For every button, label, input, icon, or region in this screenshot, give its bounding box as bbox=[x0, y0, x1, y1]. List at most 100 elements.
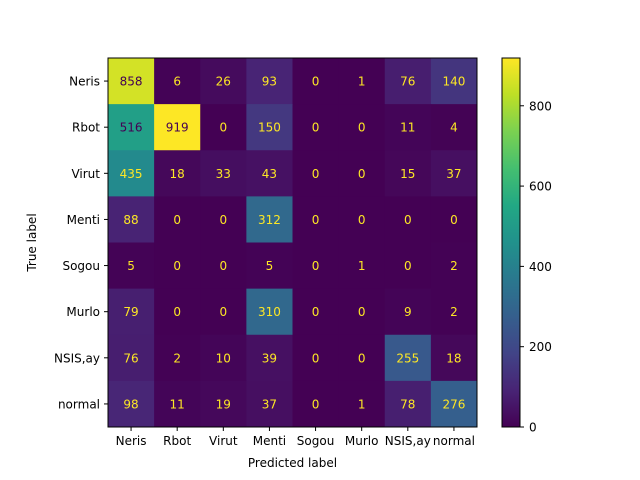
cell-value-label: 0 bbox=[358, 121, 366, 135]
y-tick-label: Rbot bbox=[72, 121, 100, 135]
heatmap-cell bbox=[338, 196, 386, 243]
heatmap-cell bbox=[384, 334, 432, 382]
x-tick-label: Rbot bbox=[163, 434, 191, 448]
heatmap-cell bbox=[154, 242, 201, 290]
heatmap-cell bbox=[108, 196, 155, 243]
x-tick-label: Sogou bbox=[297, 434, 335, 448]
x-tick-label: Murlo bbox=[345, 434, 379, 448]
cell-value-label: 39 bbox=[262, 351, 277, 365]
cell-value-label: 255 bbox=[396, 351, 419, 365]
cell-value-label: 18 bbox=[446, 351, 461, 365]
heatmap-cell bbox=[292, 196, 340, 243]
cell-value-label: 6 bbox=[173, 75, 181, 89]
heatmap-cell bbox=[430, 104, 478, 151]
cell-value-label: 0 bbox=[358, 213, 366, 227]
colorbar-gradient bbox=[501, 57, 521, 428]
cell-value-label: 276 bbox=[442, 397, 465, 411]
cell-value-label: 0 bbox=[312, 259, 320, 273]
heatmap-cell bbox=[246, 104, 293, 151]
heatmap-cell bbox=[154, 288, 201, 336]
cell-value-label: 5 bbox=[266, 259, 274, 273]
cell-value-label: 0 bbox=[404, 259, 412, 273]
heatmap-cell bbox=[246, 334, 293, 382]
cell-value-label: 0 bbox=[358, 351, 366, 365]
y-tick-label: NSIS,ay bbox=[54, 351, 100, 365]
cell-value-label: 0 bbox=[219, 121, 227, 135]
heatmap-cell bbox=[108, 334, 155, 382]
heatmap-cell bbox=[108, 380, 155, 428]
cell-value-label: 0 bbox=[219, 259, 227, 273]
cell-value-label: 0 bbox=[312, 351, 320, 365]
cell-value-label: 2 bbox=[173, 351, 181, 365]
cell-value-label: 0 bbox=[450, 213, 458, 227]
cell-value-label: 150 bbox=[258, 121, 281, 135]
cell-value-label: 0 bbox=[312, 121, 320, 135]
cell-value-label: 10 bbox=[216, 351, 231, 365]
cell-value-label: 0 bbox=[312, 167, 320, 181]
heatmap-cell bbox=[292, 58, 340, 105]
colorbar-tick-label: 200 bbox=[529, 340, 552, 354]
cell-value-label: 19 bbox=[216, 397, 231, 411]
y-tick-label: normal bbox=[58, 397, 100, 411]
heatmap-cell bbox=[384, 58, 432, 105]
heatmap-cell bbox=[154, 150, 201, 197]
heatmap-cell bbox=[292, 150, 340, 197]
cell-value-label: 88 bbox=[123, 213, 138, 227]
heatmap-cell bbox=[200, 150, 247, 197]
cell-value-label: 11 bbox=[400, 121, 415, 135]
heatmap-cell bbox=[430, 380, 478, 428]
x-tick-label: NSIS,ay bbox=[385, 434, 431, 448]
heatmap-cell bbox=[246, 380, 293, 428]
x-axis-label: Predicted label bbox=[248, 456, 337, 470]
cell-value-label: 435 bbox=[120, 167, 143, 181]
heatmap-cell bbox=[200, 196, 247, 243]
y-tick-label: Murlo bbox=[66, 305, 100, 319]
cell-value-label: 0 bbox=[358, 167, 366, 181]
cell-value-label: 0 bbox=[312, 213, 320, 227]
heatmap-cells bbox=[108, 58, 478, 428]
heatmap-cell bbox=[430, 288, 478, 336]
heatmap-cell bbox=[292, 380, 340, 428]
cell-value-label: 1 bbox=[358, 75, 366, 89]
cell-value-label: 33 bbox=[216, 167, 231, 181]
cell-value-label: 310 bbox=[258, 305, 281, 319]
colorbar: 0 200 400 600 800 bbox=[501, 57, 552, 435]
heatmap-cell bbox=[200, 380, 247, 428]
cell-value-label: 1 bbox=[358, 397, 366, 411]
heatmap-cell bbox=[338, 334, 386, 382]
cell-value-label: 11 bbox=[170, 397, 185, 411]
cell-value-label: 0 bbox=[312, 305, 320, 319]
heatmap-cell bbox=[384, 104, 432, 151]
cell-value-label: 26 bbox=[216, 75, 231, 89]
heatmap-cell bbox=[200, 334, 247, 382]
heatmap-cell bbox=[246, 150, 293, 197]
heatmap-cell bbox=[292, 104, 340, 151]
cell-value-label: 0 bbox=[312, 397, 320, 411]
cell-value-label: 1 bbox=[358, 259, 366, 273]
heatmap-cell bbox=[200, 58, 247, 105]
colorbar-tick-label: 600 bbox=[529, 180, 552, 194]
heatmap-cell bbox=[108, 58, 155, 105]
y-axis-label: True label bbox=[25, 213, 39, 272]
cell-value-label: 0 bbox=[173, 259, 181, 273]
cell-value-label: 15 bbox=[400, 167, 415, 181]
colorbar-tick-label: 800 bbox=[529, 99, 552, 113]
cell-value-label: 79 bbox=[123, 305, 138, 319]
cell-value-label: 98 bbox=[123, 397, 138, 411]
cell-value-label: 43 bbox=[262, 167, 277, 181]
cell-value-label: 2 bbox=[450, 305, 458, 319]
cell-value-label: 312 bbox=[258, 213, 281, 227]
cell-value-label: 516 bbox=[120, 121, 143, 135]
heatmap-cell bbox=[200, 104, 247, 151]
plot-frame bbox=[107, 57, 478, 428]
heatmap-cell bbox=[338, 288, 386, 336]
cell-value-label: 76 bbox=[400, 75, 415, 89]
y-tick-label: Menti bbox=[67, 213, 100, 227]
cell-value-label: 0 bbox=[219, 305, 227, 319]
cell-value-label: 919 bbox=[166, 121, 189, 135]
heatmap-cell bbox=[292, 334, 340, 382]
heatmap-cell bbox=[430, 150, 478, 197]
x-tick-label: normal bbox=[433, 434, 475, 448]
